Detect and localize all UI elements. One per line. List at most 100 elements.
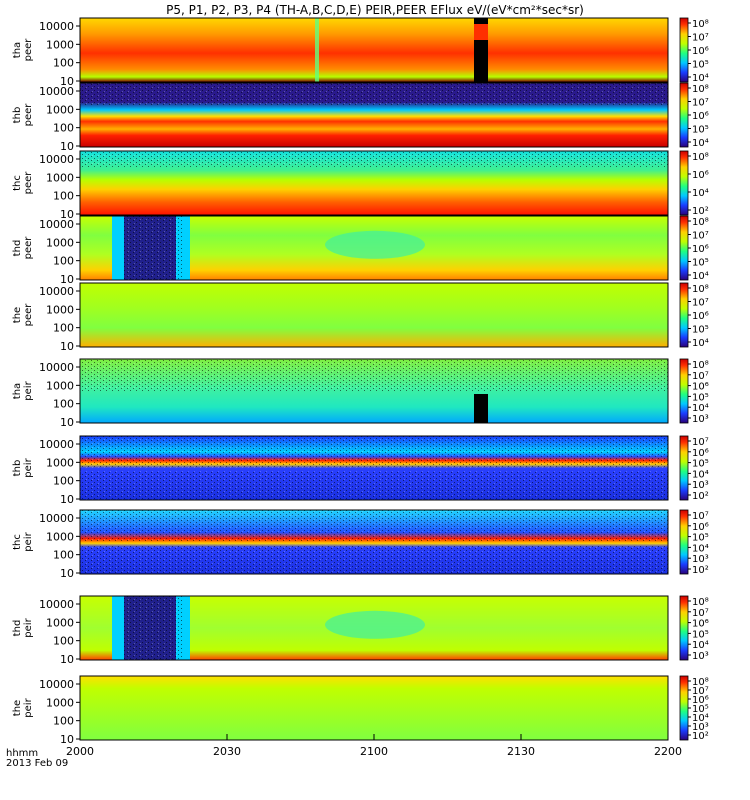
colorbar-tick-label: 10⁶ <box>692 170 709 181</box>
y-tick-label: 10 <box>60 653 74 666</box>
colorbar-tick-label: 10⁵ <box>692 459 709 470</box>
panel-the-peer: 10000 1000 100 10 the peer 10⁸ 10⁷ 10⁶ 10⁵ 10⁴ <box>12 282 709 353</box>
y-tick-label: 100 <box>53 190 74 203</box>
panel-thc-peer: 10000 1000 100 10 thc peer 10⁸ 10⁶ 10⁴ 10² <box>12 150 709 221</box>
product-label: peer <box>23 171 34 195</box>
colorbar-tick-label: 10⁶ <box>692 619 709 630</box>
date-label: 2013 Feb 09 <box>6 758 68 769</box>
x-prefix-label: hhmm <box>6 748 38 759</box>
colorbar-tick-label: 10⁶ <box>692 46 709 57</box>
colorbar-tick-label: 10⁶ <box>692 695 709 706</box>
y-tick-label: 100 <box>53 398 74 411</box>
spectrogram-the-peir <box>80 676 668 740</box>
y-tick-label: 10 <box>60 75 74 88</box>
product-label: peer <box>23 236 34 260</box>
noise-texture <box>80 151 668 167</box>
colorbar-tick-label: 10² <box>692 491 709 502</box>
y-tick-label: 10000 <box>39 438 74 451</box>
colorbar-tick-label: 10⁸ <box>692 284 709 295</box>
y-tick-label: 10000 <box>39 85 74 98</box>
y-tick-label: 1000 <box>46 456 74 469</box>
y-tick-label: 10 <box>60 208 74 221</box>
probe-label: thc <box>12 534 23 550</box>
colorbar-tick-label: 10⁴ <box>692 713 709 724</box>
colorbar-tick-label: 10⁷ <box>692 298 709 309</box>
y-tick-label: 100 <box>53 475 74 488</box>
y-tick-label: 10000 <box>39 285 74 298</box>
noise-texture <box>80 436 668 468</box>
y-tick-label: 10000 <box>39 678 74 691</box>
y-tick-label: 1000 <box>46 103 74 116</box>
panel-tha-peer: 10000 1000 100 10 tha peer 10⁸ 10⁷ 10⁶ 10⁵ 10⁴ <box>12 17 709 88</box>
panel-frame <box>79 150 669 216</box>
colorbar-tick-label: 10⁷ <box>692 371 709 382</box>
product-label: peer <box>23 103 34 127</box>
colorbar-tick-label: 10⁶ <box>692 448 709 459</box>
panel-frame <box>79 595 669 661</box>
plume-feature <box>325 610 425 639</box>
probe-label: tha <box>12 383 23 399</box>
y-tick-label: 10000 <box>39 512 74 525</box>
probe-label: thd <box>12 240 23 257</box>
colorbar-tick-label: 10² <box>692 731 709 742</box>
product-label: peir <box>23 531 34 551</box>
y-tick-label: 10 <box>60 416 74 429</box>
panel-thb-peer: 10000 1000 100 10 thb peer 10⁸ 10⁷ 10⁶ 10⁵ 10⁴ <box>12 82 709 153</box>
y-tick-label: 100 <box>53 322 74 335</box>
panel-frame <box>79 435 669 501</box>
dip-noise <box>124 596 182 660</box>
probe-label: thb <box>12 460 23 477</box>
product-label: peir <box>23 380 34 400</box>
colorbar-tick-label: 10⁵ <box>692 533 709 544</box>
chart-title: P5, P1, P2, P3, P4 (TH-A,B,C,D,E) PEIR,P… <box>166 3 584 17</box>
colorbar-tick-label: 10⁷ <box>692 437 709 448</box>
y-tick-label: 100 <box>53 549 74 562</box>
panel-frame <box>79 82 669 148</box>
colorbar-tick-label: 10² <box>692 206 709 217</box>
y-tick-label: 1000 <box>46 379 74 392</box>
probe-label: thc <box>12 175 23 191</box>
probe-label: thb <box>12 107 23 124</box>
y-tick-label: 100 <box>53 715 74 728</box>
product-label: peer <box>23 303 34 327</box>
y-tick-label: 10 <box>60 273 74 286</box>
spectrogram-the-peer <box>80 283 668 347</box>
colorbar-tick-label: 10⁶ <box>692 244 709 255</box>
x-tick-label: 2200 <box>654 745 682 758</box>
colorbar <box>679 17 689 83</box>
colorbar <box>679 675 689 741</box>
y-tick-label: 10000 <box>39 598 74 611</box>
y-tick-label: 10000 <box>39 218 74 231</box>
y-tick-label: 1000 <box>46 236 74 249</box>
noise-texture <box>80 83 668 106</box>
dip-noise <box>124 216 182 280</box>
colorbar <box>679 282 689 348</box>
probe-label: thd <box>12 620 23 637</box>
colorbar-tick-label: 10³ <box>692 722 709 733</box>
colorbar-tick-label: 10³ <box>692 414 709 425</box>
colorbar-tick-label: 10⁵ <box>692 629 709 640</box>
x-tick-label: 2030 <box>213 745 241 758</box>
panel-frame <box>79 358 669 424</box>
y-tick-label: 1000 <box>46 38 74 51</box>
product-label: peer <box>23 38 34 62</box>
spectrogram-tha-peer <box>80 18 668 82</box>
y-tick-label: 10000 <box>39 153 74 166</box>
probe-label: tha <box>12 42 23 58</box>
colorbar-tick-label: 10⁴ <box>692 543 709 554</box>
colorbar <box>679 435 689 501</box>
panel-thd-peer: 10000 1000 100 10 thd peer 10⁸ 10⁷ 10⁶ 10⁵ 10⁴ <box>12 215 709 286</box>
colorbar-tick-label: 10⁴ <box>692 403 709 414</box>
y-tick-label: 1000 <box>46 616 74 629</box>
y-tick-label: 10000 <box>39 20 74 33</box>
product-label: peir <box>23 697 34 717</box>
y-tick-label: 100 <box>53 57 74 70</box>
colorbar <box>679 150 689 216</box>
colorbar-tick-label: 10³ <box>692 651 709 662</box>
colorbar-tick-label: 10⁴ <box>692 640 709 651</box>
y-tick-label: 10 <box>60 140 74 153</box>
y-tick-label: 100 <box>53 122 74 135</box>
y-tick-label: 10 <box>60 733 74 746</box>
